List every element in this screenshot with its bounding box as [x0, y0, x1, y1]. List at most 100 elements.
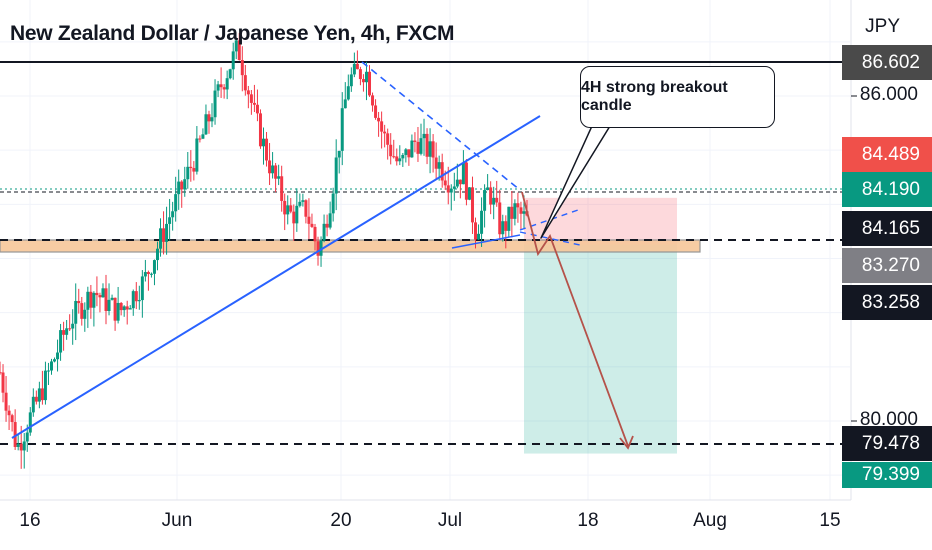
- candle-body-171: [516, 203, 520, 208]
- x-tick-18: 18: [577, 510, 599, 531]
- candle-body-72: [216, 84, 220, 91]
- pattern-base-line: [451, 234, 521, 249]
- candle-body-133: [401, 154, 405, 159]
- candle-body-157: [474, 222, 478, 240]
- candle-body-28: [83, 309, 87, 319]
- candle-body-83: [249, 94, 253, 103]
- candle-body-41: [122, 306, 126, 311]
- descending-dashed-line: [361, 61, 521, 191]
- candle-body-101: [304, 200, 308, 217]
- candle-body-77: [231, 51, 235, 70]
- candle-body-10: [28, 412, 32, 433]
- candle-body-26: [77, 300, 81, 304]
- candle-body-158: [477, 233, 481, 240]
- candle-body-55: [165, 223, 169, 242]
- candle-body-113: [340, 108, 344, 151]
- candle-body-68: [204, 114, 208, 135]
- candle-body-114: [343, 99, 347, 109]
- candle-body-67: [201, 134, 205, 139]
- candle-body-59: [177, 181, 181, 195]
- candle-body-38: [113, 297, 117, 321]
- candle-body-146: [440, 162, 444, 181]
- candle-body-53: [159, 228, 163, 249]
- candle-body-119: [358, 69, 362, 80]
- candle-body-145: [437, 162, 441, 169]
- y-tick-86: 86.000: [859, 84, 918, 105]
- y-tick-80: 80.000: [859, 409, 918, 430]
- candle-body-166: [501, 221, 505, 235]
- candle-body-172: [519, 207, 523, 214]
- candle-body-31: [92, 292, 96, 308]
- candle-body-136: [410, 140, 414, 158]
- price-badge-83270: 83.270: [842, 248, 932, 283]
- candle-body-88: [265, 138, 269, 161]
- candle-body-110: [331, 193, 335, 214]
- candle-body-42: [125, 306, 129, 310]
- candle-body-98: [295, 205, 299, 224]
- candle-body-100: [301, 200, 305, 202]
- candle-body-6: [16, 443, 20, 447]
- price-badge-84190: 84.190: [842, 172, 932, 207]
- candle-body-36: [107, 299, 111, 311]
- candle-body-80: [240, 60, 244, 76]
- candle-body-139: [419, 138, 423, 154]
- x-tick-15: 15: [819, 510, 841, 531]
- candle-body-141: [425, 133, 429, 157]
- candle-body-15: [43, 370, 47, 401]
- candle-body-140: [422, 133, 426, 139]
- candle-body-96: [289, 205, 293, 212]
- candle-body-165: [498, 202, 502, 235]
- candle-body-60: [180, 181, 184, 190]
- candle-body-63: [189, 166, 193, 169]
- candle-body-118: [355, 63, 359, 70]
- candle-body-56: [168, 217, 172, 224]
- candle-body-142: [428, 141, 432, 157]
- candle-body-24: [71, 323, 75, 329]
- x-tick-jul: Jul: [437, 510, 463, 531]
- candle-body-8: [22, 441, 26, 451]
- chart-title: New Zealand Dollar / Japanese Yen, 4h, F…: [10, 22, 455, 45]
- candle-body-160: [483, 190, 487, 211]
- candle-body-138: [416, 141, 420, 154]
- candle-body-135: [407, 149, 411, 158]
- candle-body-170: [513, 203, 517, 219]
- candle-body-154: [464, 162, 468, 200]
- candle-body-17: [49, 361, 53, 371]
- candle-body-52: [155, 248, 159, 261]
- candle-body-125: [377, 117, 381, 122]
- price-badge-83258: 83.258: [842, 285, 932, 320]
- currency-label: JPY: [865, 16, 900, 37]
- candle-body-108: [325, 223, 329, 228]
- candle-body-105: [316, 241, 320, 256]
- candle-body-23: [68, 328, 72, 330]
- candle-body-86: [258, 113, 262, 147]
- candle-body-37: [110, 297, 114, 300]
- projected-path-arrowhead: [619, 435, 634, 450]
- candle-body-64: [192, 168, 196, 172]
- candle-body-75: [225, 78, 229, 90]
- candle-body-102: [307, 216, 311, 224]
- candle-body-116: [349, 74, 353, 87]
- candle-body-3: [7, 410, 11, 416]
- breakout-callout[interactable]: 4H strong breakout candle: [580, 66, 775, 128]
- candle-body-122: [368, 71, 372, 96]
- candle-body-21: [62, 330, 66, 335]
- candle-body-85: [255, 104, 259, 114]
- candle-body-91: [274, 165, 278, 179]
- candle-body-89: [268, 160, 272, 174]
- price-badge-79399: 79.399: [842, 462, 932, 488]
- candle-body-74: [222, 87, 226, 90]
- x-tick-aug: Aug: [693, 510, 727, 531]
- candle-body-35: [104, 288, 108, 311]
- candle-body-161: [486, 187, 490, 191]
- candle-body-104: [313, 226, 317, 242]
- candle-body-124: [374, 105, 378, 118]
- candle-body-45: [134, 291, 138, 302]
- candle-body-5: [13, 422, 17, 447]
- candle-body-159: [480, 210, 484, 234]
- candle-body-1: [1, 372, 5, 393]
- candle-body-30: [89, 291, 93, 308]
- candle-body-151: [455, 179, 459, 187]
- candle-body-99: [298, 201, 302, 206]
